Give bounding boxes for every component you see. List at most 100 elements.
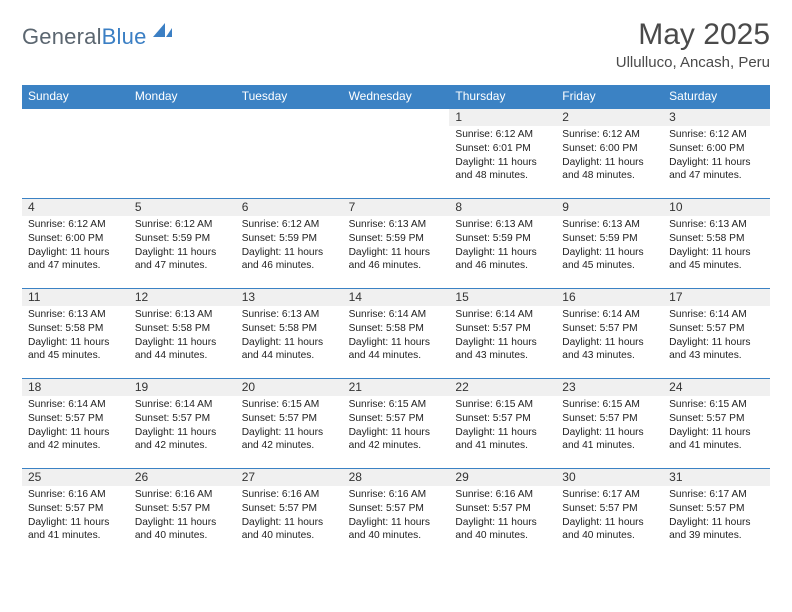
weekday-header-cell: Sunday	[22, 85, 129, 108]
day-cell: 1Sunrise: 6:12 AMSunset: 6:01 PMDaylight…	[449, 108, 556, 198]
day-number: 17	[663, 289, 770, 306]
day-details: Sunrise: 6:12 AMSunset: 6:00 PMDaylight:…	[556, 126, 663, 187]
day-cell: 4Sunrise: 6:12 AMSunset: 6:00 PMDaylight…	[22, 198, 129, 288]
day-details: Sunrise: 6:15 AMSunset: 5:57 PMDaylight:…	[343, 396, 450, 457]
day-details: Sunrise: 6:13 AMSunset: 5:58 PMDaylight:…	[663, 216, 770, 277]
day-cell: 30Sunrise: 6:17 AMSunset: 5:57 PMDayligh…	[556, 468, 663, 558]
day-details: Sunrise: 6:16 AMSunset: 5:57 PMDaylight:…	[129, 486, 236, 547]
day-details: Sunrise: 6:14 AMSunset: 5:57 PMDaylight:…	[22, 396, 129, 457]
empty-cell	[129, 108, 236, 198]
calendar-body: 1Sunrise: 6:12 AMSunset: 6:01 PMDaylight…	[22, 108, 770, 558]
calendar: SundayMondayTuesdayWednesdayThursdayFrid…	[22, 85, 770, 558]
day-cell: 5Sunrise: 6:12 AMSunset: 5:59 PMDaylight…	[129, 198, 236, 288]
day-cell: 20Sunrise: 6:15 AMSunset: 5:57 PMDayligh…	[236, 378, 343, 468]
day-number: 10	[663, 199, 770, 216]
day-details: Sunrise: 6:14 AMSunset: 5:57 PMDaylight:…	[556, 306, 663, 367]
day-details: Sunrise: 6:15 AMSunset: 5:57 PMDaylight:…	[663, 396, 770, 457]
day-cell: 26Sunrise: 6:16 AMSunset: 5:57 PMDayligh…	[129, 468, 236, 558]
day-cell: 31Sunrise: 6:17 AMSunset: 5:57 PMDayligh…	[663, 468, 770, 558]
day-number: 29	[449, 469, 556, 486]
month-title: May 2025	[616, 18, 770, 52]
day-cell: 19Sunrise: 6:14 AMSunset: 5:57 PMDayligh…	[129, 378, 236, 468]
day-details: Sunrise: 6:14 AMSunset: 5:57 PMDaylight:…	[129, 396, 236, 457]
day-number: 27	[236, 469, 343, 486]
day-number: 8	[449, 199, 556, 216]
day-number: 6	[236, 199, 343, 216]
day-details: Sunrise: 6:12 AMSunset: 6:00 PMDaylight:…	[663, 126, 770, 187]
day-cell: 18Sunrise: 6:14 AMSunset: 5:57 PMDayligh…	[22, 378, 129, 468]
logo-text-general: General	[22, 24, 102, 50]
day-cell: 12Sunrise: 6:13 AMSunset: 5:58 PMDayligh…	[129, 288, 236, 378]
day-cell: 9Sunrise: 6:13 AMSunset: 5:59 PMDaylight…	[556, 198, 663, 288]
logo-sail-icon	[151, 21, 173, 44]
day-details: Sunrise: 6:12 AMSunset: 5:59 PMDaylight:…	[129, 216, 236, 277]
day-cell: 3Sunrise: 6:12 AMSunset: 6:00 PMDaylight…	[663, 108, 770, 198]
day-cell: 15Sunrise: 6:14 AMSunset: 5:57 PMDayligh…	[449, 288, 556, 378]
day-number: 2	[556, 109, 663, 126]
day-number: 25	[22, 469, 129, 486]
calendar-weekday-header: SundayMondayTuesdayWednesdayThursdayFrid…	[22, 85, 770, 108]
day-cell: 16Sunrise: 6:14 AMSunset: 5:57 PMDayligh…	[556, 288, 663, 378]
day-cell: 29Sunrise: 6:16 AMSunset: 5:57 PMDayligh…	[449, 468, 556, 558]
day-cell: 27Sunrise: 6:16 AMSunset: 5:57 PMDayligh…	[236, 468, 343, 558]
day-details: Sunrise: 6:13 AMSunset: 5:59 PMDaylight:…	[343, 216, 450, 277]
day-details: Sunrise: 6:13 AMSunset: 5:58 PMDaylight:…	[129, 306, 236, 367]
day-number: 30	[556, 469, 663, 486]
day-number: 11	[22, 289, 129, 306]
weekday-header-cell: Wednesday	[343, 85, 450, 108]
day-number: 18	[22, 379, 129, 396]
calendar-page: GeneralBlue May 2025 Ullulluco, Ancash, …	[0, 0, 792, 570]
day-number: 20	[236, 379, 343, 396]
header: GeneralBlue May 2025 Ullulluco, Ancash, …	[22, 18, 770, 71]
day-cell: 13Sunrise: 6:13 AMSunset: 5:58 PMDayligh…	[236, 288, 343, 378]
day-details: Sunrise: 6:16 AMSunset: 5:57 PMDaylight:…	[22, 486, 129, 547]
day-number: 13	[236, 289, 343, 306]
day-details: Sunrise: 6:14 AMSunset: 5:57 PMDaylight:…	[449, 306, 556, 367]
day-number: 22	[449, 379, 556, 396]
day-number: 7	[343, 199, 450, 216]
day-details: Sunrise: 6:13 AMSunset: 5:58 PMDaylight:…	[236, 306, 343, 367]
empty-cell	[236, 108, 343, 198]
day-details: Sunrise: 6:15 AMSunset: 5:57 PMDaylight:…	[449, 396, 556, 457]
day-details: Sunrise: 6:13 AMSunset: 5:59 PMDaylight:…	[556, 216, 663, 277]
day-details: Sunrise: 6:16 AMSunset: 5:57 PMDaylight:…	[449, 486, 556, 547]
day-details: Sunrise: 6:13 AMSunset: 5:58 PMDaylight:…	[22, 306, 129, 367]
day-number: 16	[556, 289, 663, 306]
day-details: Sunrise: 6:16 AMSunset: 5:57 PMDaylight:…	[236, 486, 343, 547]
day-number: 12	[129, 289, 236, 306]
day-number: 4	[22, 199, 129, 216]
day-number: 24	[663, 379, 770, 396]
day-details: Sunrise: 6:12 AMSunset: 6:00 PMDaylight:…	[22, 216, 129, 277]
day-details: Sunrise: 6:14 AMSunset: 5:57 PMDaylight:…	[663, 306, 770, 367]
day-details: Sunrise: 6:17 AMSunset: 5:57 PMDaylight:…	[556, 486, 663, 547]
day-cell: 10Sunrise: 6:13 AMSunset: 5:58 PMDayligh…	[663, 198, 770, 288]
day-number: 9	[556, 199, 663, 216]
day-details: Sunrise: 6:12 AMSunset: 5:59 PMDaylight:…	[236, 216, 343, 277]
weekday-header-cell: Saturday	[663, 85, 770, 108]
weekday-header-cell: Friday	[556, 85, 663, 108]
day-details: Sunrise: 6:14 AMSunset: 5:58 PMDaylight:…	[343, 306, 450, 367]
logo-text-blue: Blue	[102, 24, 147, 50]
day-cell: 8Sunrise: 6:13 AMSunset: 5:59 PMDaylight…	[449, 198, 556, 288]
day-cell: 22Sunrise: 6:15 AMSunset: 5:57 PMDayligh…	[449, 378, 556, 468]
day-cell: 28Sunrise: 6:16 AMSunset: 5:57 PMDayligh…	[343, 468, 450, 558]
day-number: 21	[343, 379, 450, 396]
day-details: Sunrise: 6:16 AMSunset: 5:57 PMDaylight:…	[343, 486, 450, 547]
empty-cell	[22, 108, 129, 198]
day-cell: 14Sunrise: 6:14 AMSunset: 5:58 PMDayligh…	[343, 288, 450, 378]
day-number: 15	[449, 289, 556, 306]
day-details: Sunrise: 6:12 AMSunset: 6:01 PMDaylight:…	[449, 126, 556, 187]
day-cell: 2Sunrise: 6:12 AMSunset: 6:00 PMDaylight…	[556, 108, 663, 198]
day-number: 23	[556, 379, 663, 396]
day-number: 3	[663, 109, 770, 126]
day-cell: 25Sunrise: 6:16 AMSunset: 5:57 PMDayligh…	[22, 468, 129, 558]
day-details: Sunrise: 6:15 AMSunset: 5:57 PMDaylight:…	[556, 396, 663, 457]
day-number: 26	[129, 469, 236, 486]
day-cell: 6Sunrise: 6:12 AMSunset: 5:59 PMDaylight…	[236, 198, 343, 288]
logo: GeneralBlue	[22, 18, 173, 50]
day-number: 19	[129, 379, 236, 396]
day-number: 28	[343, 469, 450, 486]
day-cell: 17Sunrise: 6:14 AMSunset: 5:57 PMDayligh…	[663, 288, 770, 378]
day-cell: 11Sunrise: 6:13 AMSunset: 5:58 PMDayligh…	[22, 288, 129, 378]
day-cell: 21Sunrise: 6:15 AMSunset: 5:57 PMDayligh…	[343, 378, 450, 468]
